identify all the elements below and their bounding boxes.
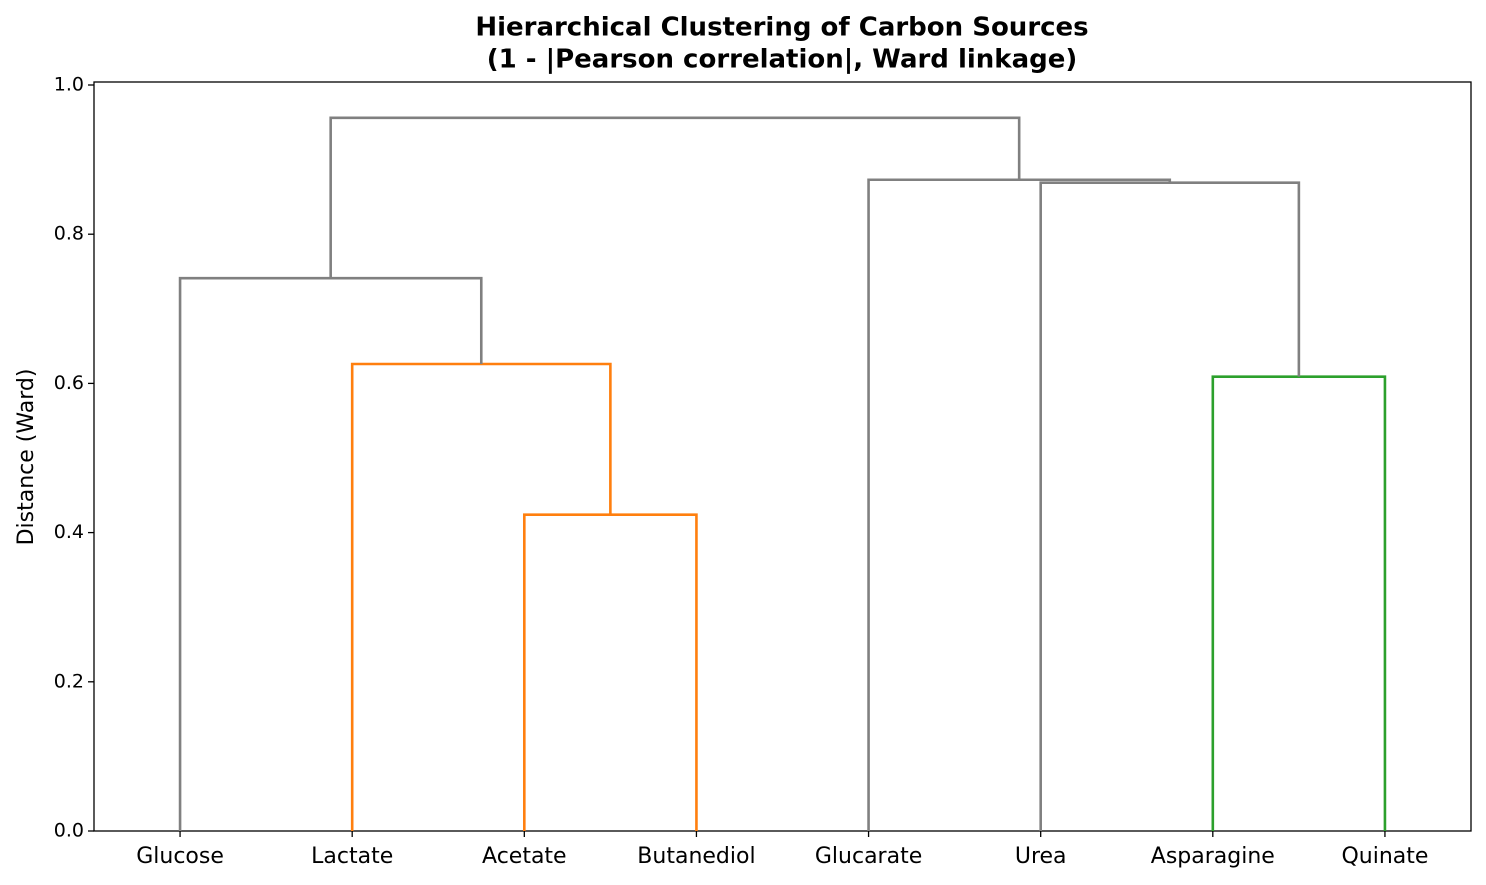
- y-tick-label: 0.2: [54, 670, 84, 692]
- link: [350, 362, 612, 831]
- chart-title: Hierarchical Clustering of Carbon Source…: [475, 13, 1088, 43]
- y-axis-label: Distance (Ward): [14, 369, 39, 546]
- y-tick-label: 0.6: [54, 372, 84, 394]
- link: [178, 276, 483, 831]
- y-tick-label: 0.4: [54, 521, 84, 543]
- y-tick-label: 0.0: [54, 820, 84, 842]
- link: [329, 116, 1021, 279]
- plot-frame: [93, 81, 1472, 832]
- link: [867, 178, 1172, 831]
- link: [1039, 181, 1301, 831]
- link: [1211, 375, 1387, 831]
- x-tick-label: Acetate: [482, 844, 567, 869]
- y-tick-label: 0.8: [54, 223, 84, 245]
- x-tick-label: Glucose: [136, 844, 224, 869]
- x-tick-label: Quinate: [1341, 844, 1428, 869]
- x-tick-label: Butanediol: [637, 844, 755, 869]
- link: [523, 513, 698, 831]
- y-tick-label: 1.0: [54, 74, 84, 96]
- x-tick-label: Lactate: [311, 844, 393, 869]
- chart-subtitle: (1 - |Pearson correlation|, Ward linkage…: [487, 45, 1078, 75]
- x-tick-label: Urea: [1015, 844, 1067, 869]
- x-tick-label: Asparagine: [1151, 844, 1275, 869]
- x-tick-label: Glucarate: [815, 844, 922, 869]
